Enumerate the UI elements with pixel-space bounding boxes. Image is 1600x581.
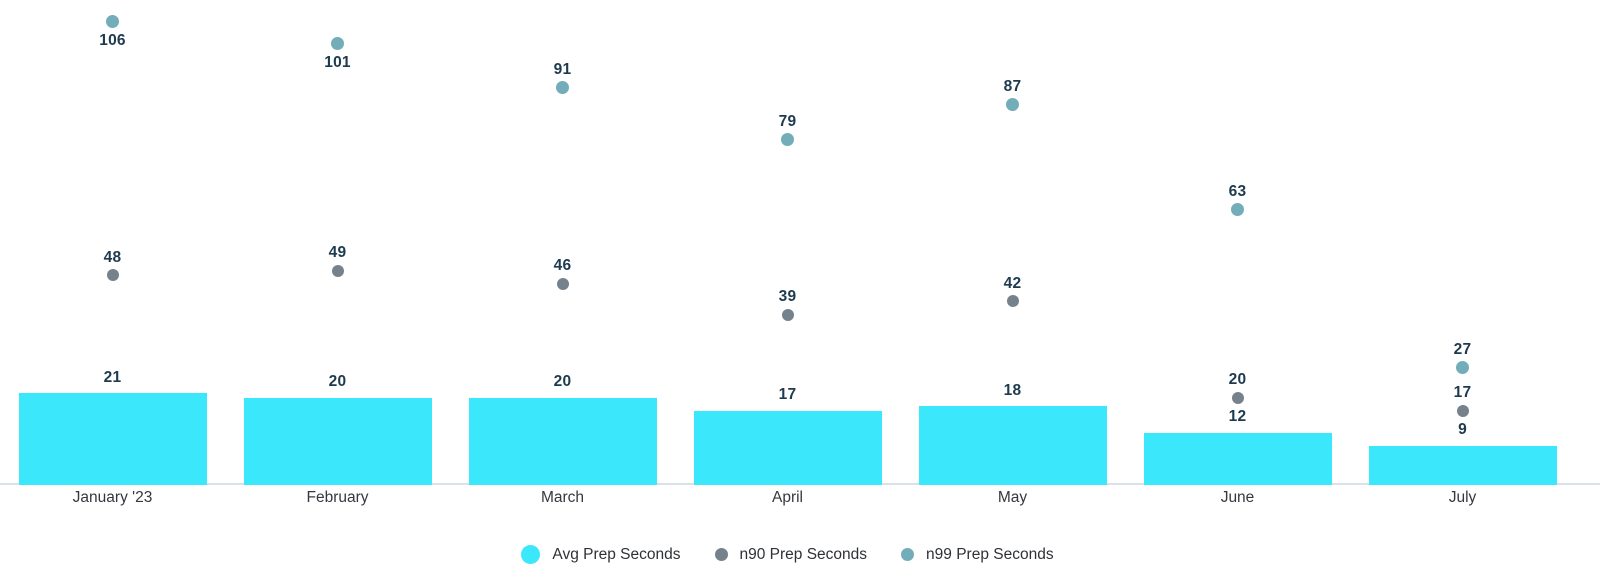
avg-prep-seconds-value-label-march: 20 — [553, 373, 572, 391]
n99-prep-seconds-point-june[interactable] — [1231, 203, 1244, 217]
n99-prep-seconds-point-february[interactable] — [331, 37, 344, 51]
avg-prep-seconds-bar-february[interactable] — [243, 397, 432, 485]
n99-prep-seconds-value-label-july: 27 — [1453, 340, 1472, 358]
avg-prep-seconds-value-label-may: 18 — [1003, 381, 1022, 399]
n99-prep-seconds-value-label-april: 79 — [778, 113, 797, 131]
chart-plot-area: 21 20 20 17 18 12 9 48 49 46 39 42 20 17 106 101 91 79 87 6… — [0, 15, 1600, 485]
legend-label-n90-prep-seconds: n90 Prep Seconds — [739, 545, 868, 563]
x-axis-label-april: April — [771, 489, 804, 506]
avg-prep-seconds-value-label-july: 9 — [1458, 421, 1467, 439]
n90-prep-seconds-point-june[interactable] — [1231, 391, 1244, 404]
n90-prep-seconds-point-january-23[interactable] — [106, 269, 119, 282]
x-axis-label-february: February — [306, 489, 369, 506]
n90-prep-seconds-value-label-may: 42 — [1003, 274, 1022, 292]
n90-prep-seconds-point-february[interactable] — [331, 264, 344, 277]
x-axis-label-may: May — [997, 489, 1028, 506]
legend-label-avg-prep-seconds: Avg Prep Seconds — [552, 545, 681, 563]
n99-prep-seconds-value-label-june: 63 — [1228, 183, 1247, 201]
avg-prep-seconds-value-label-april: 17 — [778, 386, 797, 404]
legend-marker-avg-prep-seconds-icon — [521, 545, 541, 564]
n99-prep-seconds-point-april[interactable] — [781, 133, 794, 147]
n90-prep-seconds-value-label-january-23: 48 — [103, 248, 122, 266]
n90-prep-seconds-value-label-february: 49 — [328, 244, 347, 262]
n99-prep-seconds-point-march[interactable] — [556, 80, 569, 94]
legend-label-n99-prep-seconds: n99 Prep Seconds — [926, 545, 1054, 563]
avg-prep-seconds-value-label-february: 20 — [328, 373, 347, 391]
chart-legend: Avg Prep Seconds n90 Prep Seconds n99 Prep… — [0, 545, 1575, 564]
n99-prep-seconds-value-label-may: 87 — [1003, 78, 1022, 96]
avg-prep-seconds-bar-march[interactable] — [468, 397, 657, 485]
n90-prep-seconds-point-april[interactable] — [781, 308, 794, 321]
n99-prep-seconds-point-january-23[interactable] — [106, 15, 119, 29]
x-axis-label-january-23: January '23 — [72, 489, 153, 506]
legend-marker-n90-prep-seconds-icon — [714, 548, 728, 561]
n99-prep-seconds-point-july[interactable] — [1456, 360, 1469, 374]
legend-marker-n99-prep-seconds-icon — [901, 548, 915, 561]
n90-prep-seconds-value-label-april: 39 — [778, 288, 797, 306]
avg-prep-seconds-bar-july[interactable] — [1368, 445, 1557, 485]
avg-prep-seconds-value-label-january-23: 21 — [103, 368, 122, 386]
x-axis-labels: January '23 February March April May June July — [0, 489, 1575, 511]
avg-prep-seconds-bar-june[interactable] — [1143, 432, 1332, 485]
n99-prep-seconds-value-label-january-23: 106 — [99, 31, 126, 49]
avg-prep-seconds-bar-january-23[interactable] — [18, 393, 207, 485]
x-axis-label-march: March — [540, 489, 585, 506]
legend-item-avg-prep-seconds[interactable]: Avg Prep Seconds — [521, 545, 681, 564]
n90-prep-seconds-value-label-march: 46 — [553, 257, 572, 275]
n90-prep-seconds-point-march[interactable] — [556, 277, 569, 290]
avg-prep-seconds-bar-april[interactable] — [693, 410, 882, 485]
n99-prep-seconds-point-may[interactable] — [1006, 98, 1019, 112]
x-axis-label-june: June — [1220, 489, 1255, 506]
avg-prep-seconds-value-label-june: 12 — [1228, 408, 1247, 426]
n99-prep-seconds-value-label-march: 91 — [553, 60, 572, 78]
n99-prep-seconds-value-label-february: 101 — [324, 53, 351, 71]
n90-prep-seconds-point-may[interactable] — [1006, 295, 1019, 308]
x-axis-label-july: July — [1448, 489, 1477, 506]
legend-item-n99-prep-seconds[interactable]: n99 Prep Seconds — [901, 547, 1054, 563]
n90-prep-seconds-value-label-july: 17 — [1453, 384, 1472, 402]
avg-prep-seconds-bar-may[interactable] — [918, 406, 1107, 485]
n90-prep-seconds-value-label-june: 20 — [1228, 371, 1247, 389]
n90-prep-seconds-point-july[interactable] — [1456, 404, 1469, 417]
legend-item-n90-prep-seconds[interactable]: n90 Prep Seconds — [714, 545, 868, 563]
